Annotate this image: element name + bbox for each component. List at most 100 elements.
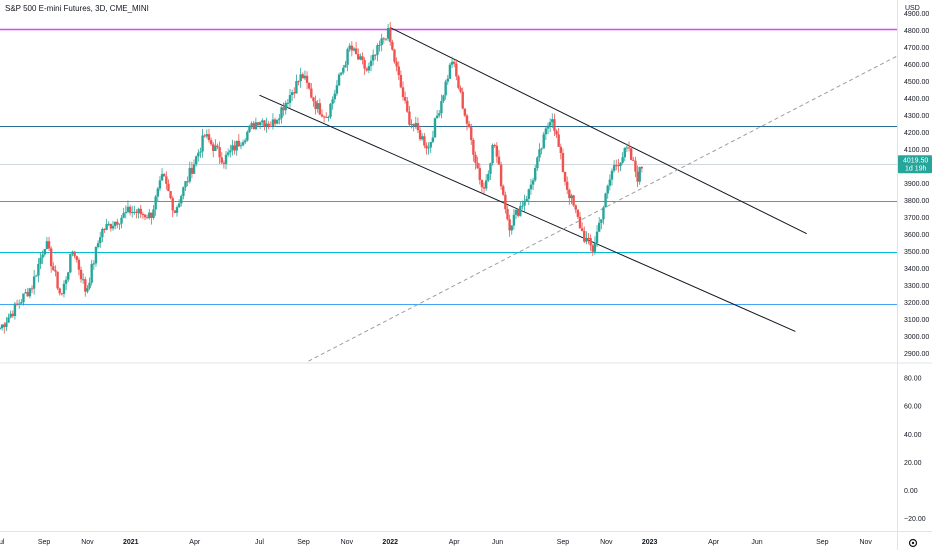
candle-body <box>410 124 413 126</box>
candle-body <box>589 238 592 246</box>
candle-body <box>327 116 330 118</box>
candle-body <box>3 324 6 327</box>
candle-body <box>369 60 373 67</box>
settings-icon-ring <box>908 538 918 548</box>
price-tick-label: 4600.00 <box>904 62 929 69</box>
candle-body <box>495 145 499 157</box>
candle-body <box>342 67 345 73</box>
candle-body <box>565 181 569 190</box>
candle-body <box>472 140 475 155</box>
candle-body <box>30 288 34 290</box>
candle-body <box>521 205 524 207</box>
candle-body <box>363 60 366 69</box>
candle-body <box>638 167 641 182</box>
candle-body <box>26 292 29 297</box>
candle-body <box>452 61 456 64</box>
price-tick-label: 3900.00 <box>904 181 929 188</box>
candle-body <box>169 191 172 199</box>
candle-body <box>617 165 620 167</box>
candle-body <box>585 237 588 242</box>
time-tick-label: Sep <box>38 539 51 546</box>
candle-body <box>463 108 467 116</box>
candle-body <box>312 97 315 102</box>
countdown-label: 1d 19h <box>905 166 927 173</box>
lower-pane-tick-label: 80.00 <box>904 376 922 383</box>
candle-body <box>107 223 110 225</box>
price-tick-label: 3000.00 <box>904 334 929 341</box>
candle-body <box>322 116 326 118</box>
candle-body <box>559 146 563 154</box>
candle-body <box>612 165 616 171</box>
candle-body <box>640 167 644 169</box>
candle-body <box>9 313 12 318</box>
time-tick-label: Nov <box>600 539 613 546</box>
last-price-badge <box>898 155 932 174</box>
candle-body <box>429 142 432 148</box>
settings-icon[interactable] <box>908 538 918 548</box>
candle-body <box>320 114 324 117</box>
candle-body <box>143 214 147 218</box>
candle-body <box>382 38 386 40</box>
candle-body <box>593 243 597 252</box>
candle-body <box>423 136 426 146</box>
candle-body <box>546 125 550 129</box>
candle-body <box>231 145 234 151</box>
candle-body <box>103 228 106 230</box>
candle-body <box>418 130 422 140</box>
candle-body <box>523 201 526 206</box>
candle-body <box>45 241 49 250</box>
candle-body <box>587 237 590 239</box>
candle-body <box>610 170 614 180</box>
candle-body <box>557 134 560 147</box>
candle-body <box>284 102 287 111</box>
candle-body <box>570 195 573 199</box>
candle-body <box>623 148 626 158</box>
candle-body <box>576 209 580 217</box>
candle-body <box>109 223 113 229</box>
candle-body <box>148 212 151 219</box>
time-tick-label: Nov <box>341 539 354 546</box>
candle-body <box>412 124 415 127</box>
candle-body <box>15 303 19 305</box>
candle-body <box>226 152 230 155</box>
candle-body <box>282 107 285 111</box>
candle-body <box>465 115 469 124</box>
candle-body <box>354 48 358 55</box>
candle-body <box>591 245 594 252</box>
candle-body <box>288 94 292 103</box>
candle-body <box>512 214 516 226</box>
price-tick-label: 4500.00 <box>904 79 929 86</box>
candle-body <box>250 123 253 126</box>
candle-body <box>101 228 104 238</box>
candle-body <box>467 123 471 128</box>
candle-body <box>531 180 535 185</box>
candle-body <box>73 251 76 257</box>
candle-body <box>203 135 206 137</box>
candle-body <box>367 66 371 71</box>
candle-body <box>606 185 609 194</box>
candle-body <box>145 217 149 219</box>
candle-body <box>280 107 283 119</box>
candle-body <box>307 82 311 89</box>
candle-body <box>572 195 575 206</box>
candle-body <box>325 116 328 118</box>
candle-body <box>190 167 194 174</box>
candle-body <box>258 122 262 126</box>
candle-body <box>152 209 155 218</box>
candle-body <box>615 165 618 167</box>
candle-body <box>335 85 339 94</box>
candle-body <box>519 206 522 216</box>
lower-pane-tick-label: 60.00 <box>904 404 922 411</box>
candle-body <box>194 156 198 165</box>
candle-body <box>580 228 584 232</box>
candle-body <box>137 208 140 214</box>
price-tick-label: 4400.00 <box>904 96 929 103</box>
candle-body <box>41 254 44 258</box>
candle-body <box>233 145 236 151</box>
time-tick-label: 2023 <box>642 539 658 546</box>
candle-body <box>435 115 439 119</box>
time-tick-label: Apr <box>708 539 720 546</box>
candle-body <box>478 168 481 180</box>
candle-body <box>39 257 42 264</box>
